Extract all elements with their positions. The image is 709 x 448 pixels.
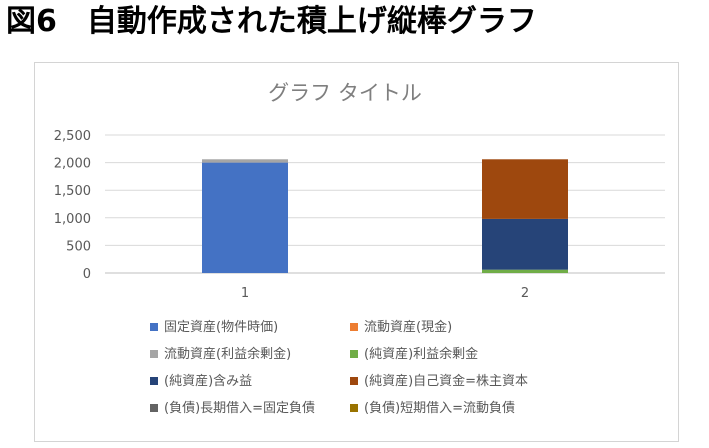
y-tick-label: 2,000 bbox=[54, 157, 91, 172]
legend-item: (負債)長期借入=固定負債 bbox=[150, 399, 315, 419]
legend-swatch bbox=[150, 322, 158, 331]
legend-label: (負債)長期借入=固定負債 bbox=[164, 401, 316, 416]
y-tick-label: 0 bbox=[83, 267, 91, 282]
bar-segment bbox=[202, 162, 288, 273]
bar-segment bbox=[482, 159, 568, 219]
legend-item: (負債)短期借入=流動負債 bbox=[350, 399, 515, 419]
y-axis-ticks: 2,500 2,000 1,500 1,000 500 0 bbox=[54, 129, 91, 282]
legend-item: 固定資産(物件時価) bbox=[150, 318, 278, 338]
legend-label: (負債)短期借入=流動負債 bbox=[364, 401, 516, 416]
legend-swatch bbox=[350, 349, 358, 358]
legend-swatch bbox=[350, 403, 358, 412]
bar-segment bbox=[482, 218, 568, 270]
legend-item: 流動資産(利益余剰金) bbox=[150, 345, 291, 365]
y-tick-label: 2,500 bbox=[54, 129, 91, 144]
legend-swatch bbox=[350, 322, 358, 331]
legend-label: (純資産)自己資金=株主資本 bbox=[364, 374, 529, 389]
legend-swatch bbox=[150, 349, 158, 358]
page-heading: 図6 自動作成された積上げ縦棒グラフ bbox=[6, 4, 537, 39]
legend-item: (純資産)利益余剰金 bbox=[350, 345, 478, 365]
legend-swatch bbox=[150, 403, 158, 412]
legend-label: 流動資産(利益余剰金) bbox=[164, 347, 292, 362]
legend-label: (純資産)含み益 bbox=[164, 374, 253, 389]
legend-item: (純資産)含み益 bbox=[150, 372, 252, 392]
legend-item: (純資産)自己資金=株主資本 bbox=[350, 372, 528, 392]
chart-title: グラフ タイトル bbox=[268, 81, 422, 105]
legend-label: 固定資産(物件時価) bbox=[164, 320, 279, 335]
legend-label: (純資産)利益余剰金 bbox=[364, 347, 479, 362]
legend-swatch bbox=[350, 376, 358, 385]
y-tick-label: 1,000 bbox=[54, 212, 91, 227]
bars bbox=[202, 159, 568, 273]
legend-swatch bbox=[150, 376, 158, 385]
x-tick-label: 2 bbox=[521, 286, 529, 301]
legend-item: 流動資産(現金) bbox=[350, 318, 452, 338]
y-tick-label: 1,500 bbox=[54, 184, 91, 199]
x-tick-label: 1 bbox=[241, 286, 249, 301]
bar-segment bbox=[202, 159, 288, 163]
legend-label: 流動資産(現金) bbox=[364, 320, 453, 335]
grid-lines bbox=[105, 134, 665, 274]
y-tick-label: 500 bbox=[66, 239, 91, 254]
bar-segment bbox=[482, 269, 568, 273]
